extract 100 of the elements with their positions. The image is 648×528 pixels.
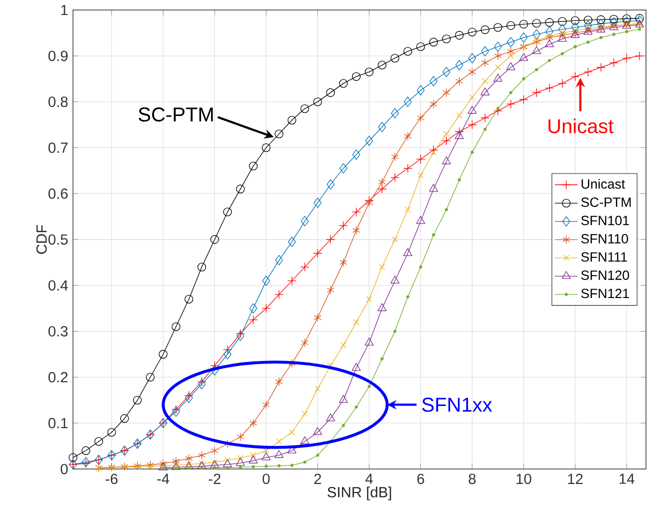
- point: [352, 362, 361, 371]
- point: [493, 106, 503, 116]
- point: [184, 390, 194, 400]
- point: [172, 406, 180, 417]
- point: [353, 319, 360, 326]
- point: [494, 52, 502, 60]
- point: [390, 172, 400, 182]
- point: [585, 25, 592, 32]
- annotation: SC-PTM: [138, 107, 213, 122]
- point: [198, 450, 206, 460]
- point: [390, 54, 400, 63]
- point: [250, 452, 256, 458]
- point: [146, 460, 154, 470]
- point: [249, 303, 258, 314]
- point: [570, 72, 580, 82]
- annotation: SFN1xx: [422, 398, 492, 412]
- point: [364, 68, 374, 76]
- point: [326, 179, 334, 190]
- point: [546, 26, 554, 37]
- point: [200, 466, 204, 470]
- x-tick-label: 6: [417, 474, 424, 484]
- point: [560, 52, 564, 56]
- point: [326, 286, 334, 294]
- x-tick-label: 10: [516, 474, 532, 484]
- point: [609, 58, 618, 68]
- point: [454, 30, 464, 40]
- point: [226, 466, 230, 470]
- x-tick-label: 4: [365, 474, 373, 484]
- point: [456, 112, 462, 119]
- point: [403, 46, 412, 56]
- point: [262, 276, 270, 286]
- point: [326, 234, 336, 244]
- point: [574, 45, 577, 48]
- point: [249, 418, 258, 428]
- point: [366, 296, 372, 302]
- y-tick-label: 0.3: [48, 326, 68, 336]
- point: [482, 78, 488, 84]
- point: [352, 149, 360, 160]
- point: [469, 94, 476, 100]
- point: [454, 127, 464, 136]
- point: [276, 438, 282, 444]
- point: [303, 460, 306, 464]
- point: [184, 294, 194, 304]
- point: [638, 28, 642, 31]
- point: [342, 424, 345, 427]
- point: [455, 60, 464, 70]
- y-tick-label: 0.1: [48, 418, 68, 428]
- point: [174, 467, 178, 470]
- y-tick-label: 0.4: [48, 280, 68, 291]
- point: [508, 52, 514, 59]
- point: [313, 97, 322, 106]
- point: [158, 350, 168, 359]
- point: [442, 88, 450, 97]
- legend-label: SFN111: [581, 252, 627, 262]
- point: [442, 34, 451, 44]
- point: [339, 163, 348, 174]
- point: [622, 14, 632, 24]
- point: [506, 99, 516, 109]
- point: [622, 16, 631, 27]
- point: [596, 15, 606, 24]
- point: [509, 91, 512, 94]
- point: [442, 136, 452, 146]
- point: [236, 184, 245, 194]
- point: [210, 446, 218, 455]
- point: [532, 38, 540, 46]
- point: [544, 39, 554, 48]
- point: [237, 455, 244, 461]
- point: [480, 113, 490, 122]
- point: [532, 46, 542, 54]
- point: [224, 349, 232, 360]
- point: [393, 330, 396, 333]
- point: [352, 207, 361, 217]
- point: [213, 466, 216, 470]
- point: [546, 33, 552, 40]
- point: [494, 23, 502, 32]
- point: [262, 304, 271, 313]
- point: [610, 17, 618, 28]
- y-axis-title: CDF: [36, 225, 47, 254]
- point: [352, 72, 361, 81]
- point: [120, 414, 129, 423]
- point: [300, 262, 310, 272]
- point: [377, 184, 387, 194]
- point: [532, 29, 540, 40]
- point: [546, 33, 554, 42]
- point: [379, 264, 386, 270]
- y-tick-label: 0.8: [48, 96, 68, 107]
- point: [392, 236, 398, 242]
- point: [468, 120, 477, 130]
- point: [496, 107, 500, 110]
- y-tick-label: 0.9: [48, 50, 68, 62]
- point: [519, 20, 528, 29]
- x-tick-label: -6: [106, 474, 118, 484]
- point: [365, 198, 373, 208]
- point: [212, 459, 218, 466]
- point: [187, 466, 190, 470]
- point: [416, 85, 425, 96]
- point: [354, 406, 358, 409]
- point: [416, 114, 424, 122]
- point: [519, 94, 528, 104]
- point: [458, 178, 461, 182]
